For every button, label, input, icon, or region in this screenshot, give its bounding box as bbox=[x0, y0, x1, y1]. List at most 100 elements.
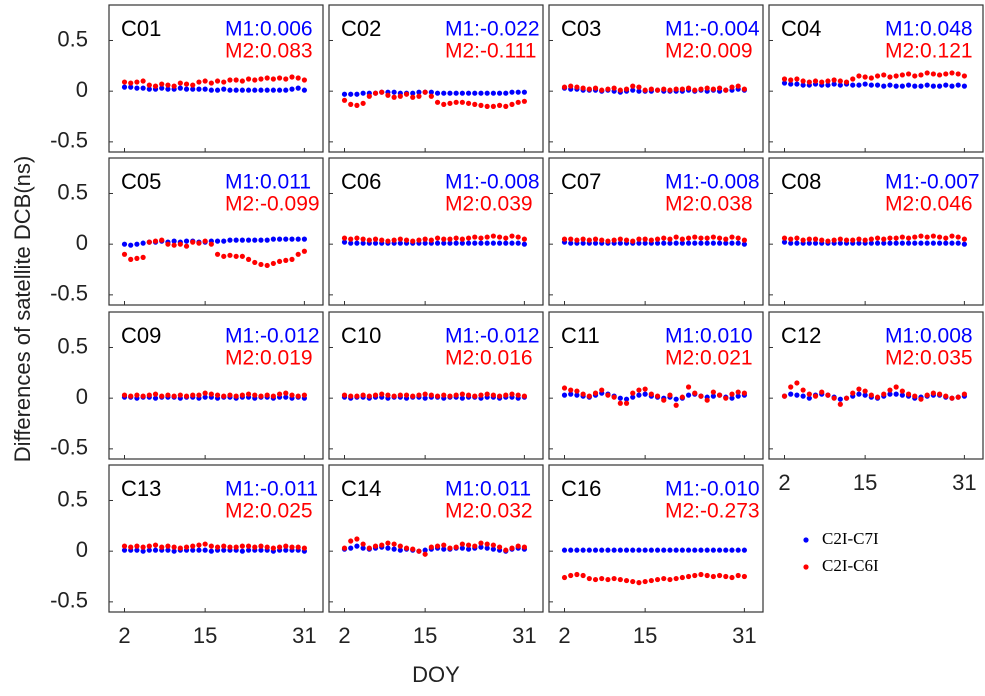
data-point bbox=[453, 99, 459, 105]
y-tick-label: -0.5 bbox=[50, 588, 88, 613]
data-point bbox=[484, 103, 490, 109]
data-point bbox=[918, 72, 924, 78]
data-point bbox=[276, 258, 283, 265]
data-point bbox=[183, 243, 190, 249]
data-point bbox=[183, 86, 190, 92]
data-point bbox=[140, 240, 146, 246]
data-point bbox=[484, 234, 490, 240]
data-point bbox=[403, 91, 410, 97]
data-point bbox=[580, 391, 586, 397]
data-point bbox=[171, 83, 177, 89]
data-point bbox=[936, 391, 943, 397]
data-point bbox=[391, 89, 397, 95]
data-point bbox=[190, 82, 196, 88]
data-point bbox=[561, 84, 568, 90]
data-point bbox=[128, 242, 134, 248]
data-point bbox=[642, 236, 648, 242]
data-point bbox=[580, 572, 586, 579]
data-point bbox=[716, 392, 723, 398]
data-point bbox=[843, 79, 850, 85]
data-point bbox=[202, 547, 208, 553]
data-point bbox=[723, 395, 729, 401]
data-point bbox=[422, 395, 428, 401]
data-point bbox=[134, 255, 140, 261]
data-point bbox=[856, 391, 862, 397]
data-point bbox=[673, 234, 679, 240]
data-point bbox=[196, 392, 202, 398]
data-point bbox=[837, 240, 843, 246]
data-point bbox=[648, 577, 654, 584]
panel-title: C01 bbox=[121, 16, 161, 41]
data-point bbox=[735, 393, 741, 399]
y-tick-label: -0.5 bbox=[50, 128, 88, 153]
panel-frame bbox=[548, 464, 764, 613]
data-point bbox=[812, 236, 819, 242]
data-point bbox=[800, 387, 806, 393]
data-point bbox=[592, 240, 599, 246]
data-point bbox=[341, 239, 348, 245]
data-point bbox=[741, 573, 747, 580]
data-point bbox=[391, 393, 397, 399]
data-point bbox=[233, 544, 239, 550]
data-point bbox=[270, 76, 276, 82]
data-point bbox=[837, 236, 843, 242]
data-point bbox=[599, 387, 605, 393]
panel-frame bbox=[548, 4, 764, 153]
data-point bbox=[735, 235, 741, 241]
data-point bbox=[881, 83, 887, 89]
data-point bbox=[723, 236, 729, 242]
data-point bbox=[295, 251, 301, 257]
data-point bbox=[899, 392, 905, 398]
data-point bbox=[568, 240, 574, 246]
data-point bbox=[930, 71, 936, 77]
data-point bbox=[781, 239, 788, 245]
data-point bbox=[611, 85, 617, 91]
data-point bbox=[360, 90, 366, 96]
data-point bbox=[128, 84, 134, 90]
data-point bbox=[574, 84, 580, 90]
data-point bbox=[276, 236, 283, 242]
data-point bbox=[961, 83, 967, 89]
data-point bbox=[605, 86, 611, 92]
data-point bbox=[422, 236, 428, 242]
data-point bbox=[741, 241, 747, 247]
data-point bbox=[289, 74, 295, 80]
data-point bbox=[503, 90, 509, 96]
data-point bbox=[385, 540, 391, 546]
data-point bbox=[434, 99, 441, 105]
data-point bbox=[924, 70, 930, 76]
data-point bbox=[447, 545, 453, 551]
data-point bbox=[509, 391, 515, 397]
data-point bbox=[159, 393, 165, 399]
data-point bbox=[348, 240, 354, 246]
panel-title: C11 bbox=[561, 323, 600, 348]
data-point bbox=[496, 393, 503, 399]
data-point bbox=[912, 393, 918, 399]
data-point bbox=[453, 544, 459, 550]
data-point bbox=[121, 241, 128, 247]
data-point bbox=[146, 82, 152, 88]
y-tick-label: 0 bbox=[76, 77, 88, 102]
data-point bbox=[648, 391, 654, 397]
data-point bbox=[465, 240, 472, 246]
data-point bbox=[410, 393, 416, 399]
data-point bbox=[276, 544, 283, 550]
data-point bbox=[623, 237, 630, 243]
data-point bbox=[580, 240, 586, 246]
annotation: M2:0.035 bbox=[885, 347, 973, 370]
data-point bbox=[183, 393, 190, 399]
annotation: M1:-0.012 bbox=[445, 325, 540, 348]
data-point bbox=[630, 578, 636, 585]
data-point bbox=[428, 89, 434, 95]
panel-title: C07 bbox=[561, 169, 601, 194]
data-point bbox=[723, 573, 729, 580]
data-point bbox=[221, 547, 227, 553]
data-point bbox=[348, 236, 354, 242]
y-tick-label: 0 bbox=[76, 537, 88, 562]
data-point bbox=[586, 393, 592, 399]
data-point bbox=[679, 86, 685, 92]
data-point bbox=[943, 235, 949, 241]
data-point bbox=[152, 547, 159, 553]
data-point bbox=[410, 94, 416, 100]
data-point bbox=[270, 393, 276, 399]
